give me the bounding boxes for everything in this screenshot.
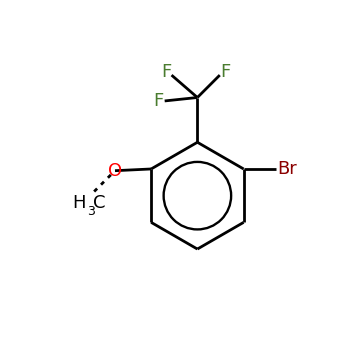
- Text: F: F: [153, 92, 163, 110]
- Text: F: F: [220, 63, 230, 80]
- Text: C: C: [93, 194, 106, 212]
- Text: 3: 3: [88, 205, 95, 218]
- Text: Br: Br: [278, 160, 297, 178]
- Text: H: H: [72, 194, 86, 212]
- Text: F: F: [161, 63, 171, 80]
- Text: O: O: [108, 162, 122, 180]
